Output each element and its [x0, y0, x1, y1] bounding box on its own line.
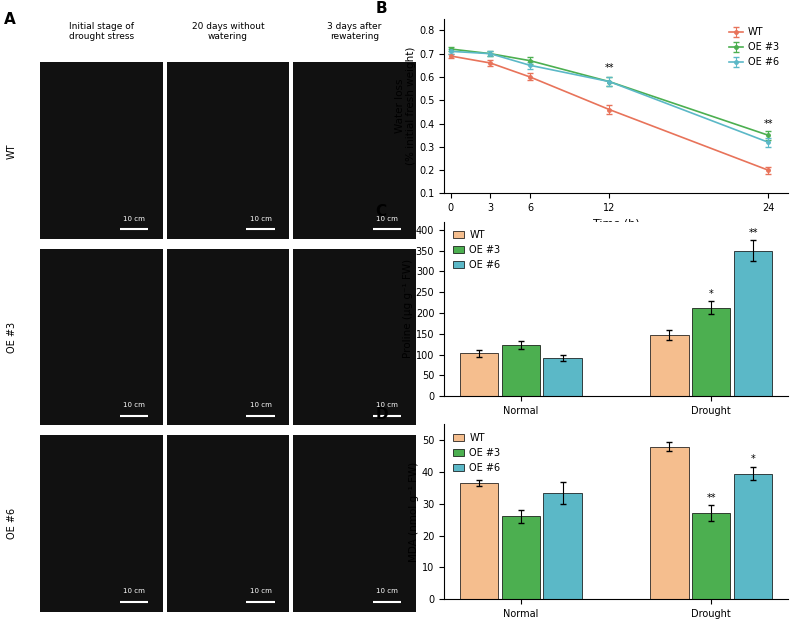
Text: OE #6: OE #6 — [7, 507, 17, 539]
Text: OE #3: OE #3 — [7, 321, 17, 353]
Text: C: C — [375, 204, 386, 219]
Bar — [734, 251, 772, 396]
Y-axis label: Proline (μg g⁻¹ FW): Proline (μg g⁻¹ FW) — [403, 260, 413, 358]
Bar — [543, 492, 582, 599]
Text: **: ** — [706, 492, 716, 502]
Text: **: ** — [763, 119, 773, 129]
Text: **: ** — [748, 228, 758, 238]
Legend: WT, OE #3, OE #6: WT, OE #3, OE #6 — [449, 429, 504, 477]
Y-axis label: MDA (nmol g⁻¹ FW): MDA (nmol g⁻¹ FW) — [409, 462, 419, 562]
Bar — [460, 353, 498, 396]
Text: A: A — [4, 12, 16, 27]
Text: 20 days without
watering: 20 days without watering — [192, 22, 264, 41]
Bar — [692, 514, 730, 599]
Bar — [650, 447, 689, 599]
Legend: WT, OE #3, OE #6: WT, OE #3, OE #6 — [449, 227, 504, 274]
Text: 10 cm: 10 cm — [250, 588, 271, 594]
Bar — [460, 483, 498, 599]
Bar — [543, 358, 582, 396]
X-axis label: Time (h): Time (h) — [593, 219, 639, 229]
Bar — [502, 345, 540, 396]
Text: D: D — [375, 407, 388, 422]
Text: 10 cm: 10 cm — [123, 588, 145, 594]
Bar — [502, 517, 540, 599]
Bar — [692, 308, 730, 396]
Text: **: ** — [605, 63, 614, 73]
Text: Initial stage of
drought stress: Initial stage of drought stress — [69, 22, 134, 41]
Text: 10 cm: 10 cm — [376, 588, 398, 594]
Y-axis label: Water loss
(% initial fresh weight): Water loss (% initial fresh weight) — [394, 47, 416, 165]
Text: 10 cm: 10 cm — [123, 402, 145, 407]
Text: 10 cm: 10 cm — [376, 215, 398, 222]
Text: WT: WT — [7, 143, 17, 158]
Text: 3 days after
rewatering: 3 days after rewatering — [327, 22, 382, 41]
Text: B: B — [375, 1, 387, 16]
Bar — [734, 474, 772, 599]
Text: 10 cm: 10 cm — [250, 402, 271, 407]
Text: 10 cm: 10 cm — [376, 402, 398, 407]
Text: *: * — [750, 454, 755, 464]
Legend: WT, OE #3, OE #6: WT, OE #3, OE #6 — [725, 24, 783, 71]
Text: 10 cm: 10 cm — [250, 215, 271, 222]
Text: 10 cm: 10 cm — [123, 215, 145, 222]
Text: *: * — [709, 290, 714, 300]
Bar — [650, 334, 689, 396]
